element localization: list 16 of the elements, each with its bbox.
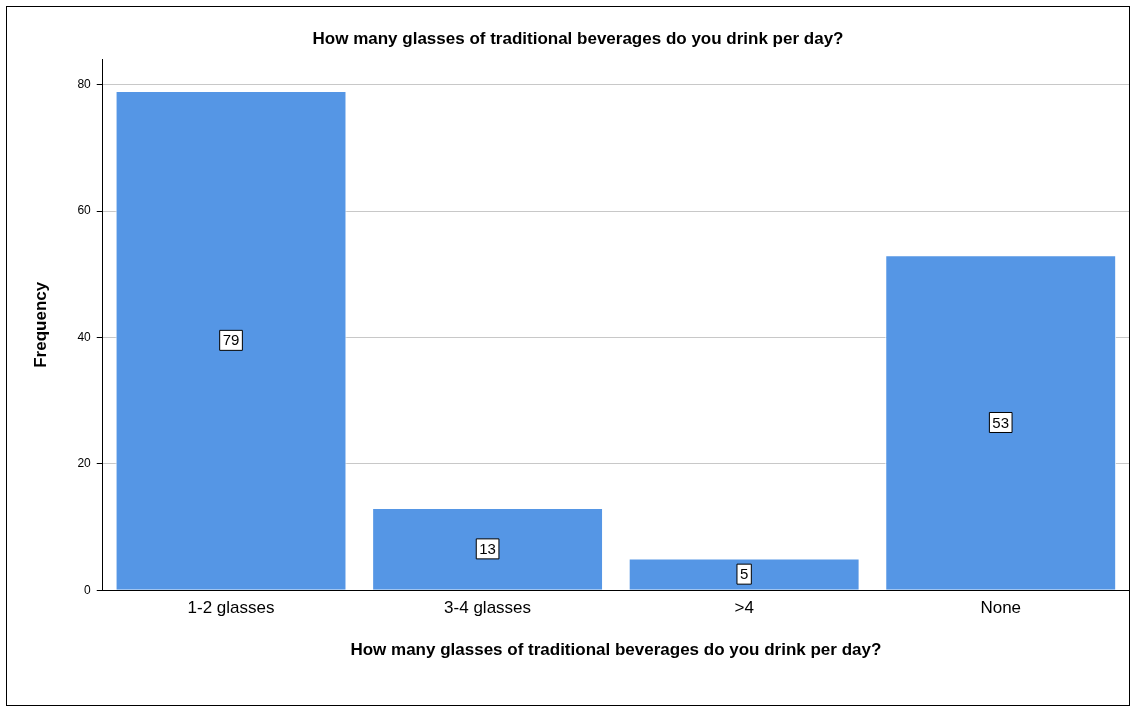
x-tick-label: >4 xyxy=(734,598,754,618)
x-tick-label: 1-2 glasses xyxy=(187,598,275,618)
chart-title: How many glasses of traditional beverages do you drink per day? xyxy=(312,28,844,48)
x-tick-label: None xyxy=(980,598,1022,618)
data-label: 5 xyxy=(739,565,749,583)
x-axis-title: How many glasses of traditional beverages do you drink per day? xyxy=(350,640,882,660)
y-tick-label: 20 xyxy=(77,456,92,471)
y-tick-label: 80 xyxy=(77,76,92,91)
data-label: 53 xyxy=(992,413,1010,431)
y-tick-label: 40 xyxy=(77,329,92,344)
y-tick-label: 60 xyxy=(77,203,92,218)
y-tick-label: 0 xyxy=(84,582,92,597)
data-label: 79 xyxy=(222,331,240,349)
y-axis-title: Frequency xyxy=(30,281,50,368)
x-tick-label: 3-4 glasses xyxy=(444,598,532,618)
data-label: 13 xyxy=(479,540,496,558)
